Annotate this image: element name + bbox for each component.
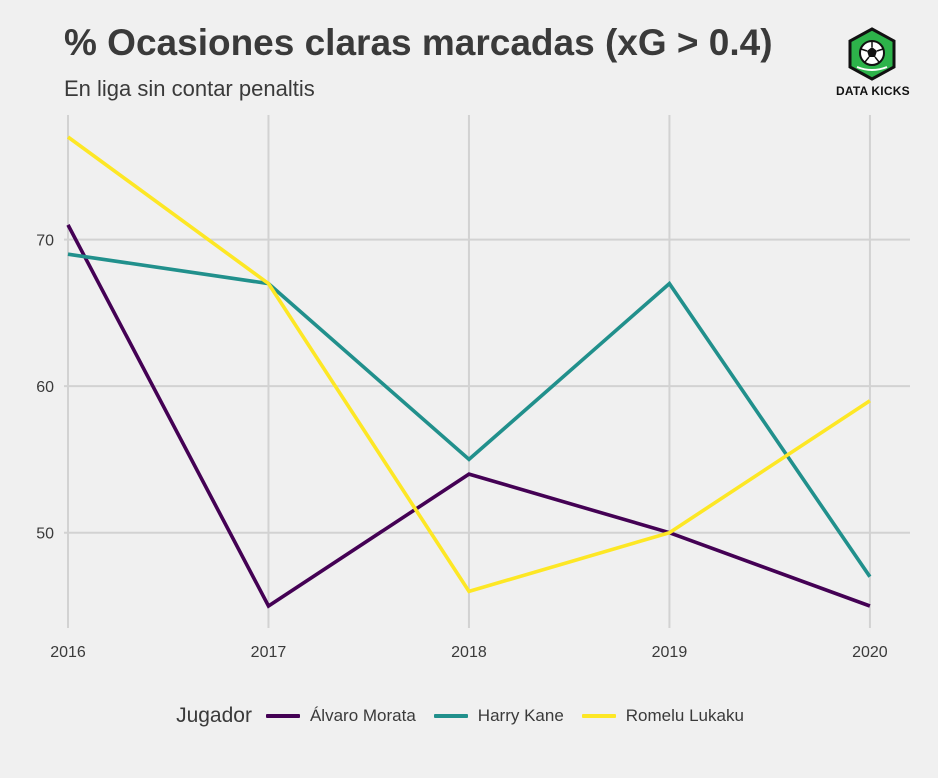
legend-swatch bbox=[581, 714, 616, 718]
x-tick-label: 2019 bbox=[652, 644, 688, 661]
legend-label: Álvaro Morata bbox=[309, 706, 416, 725]
line-chart: 50 60 70 2016 2017 2018 2019 2020 bbox=[36, 115, 910, 661]
series-line-romelu-lukaku bbox=[66, 135, 871, 594]
legend-title: Jugador bbox=[176, 704, 252, 727]
legend-item-romelu-lukaku: Romelu Lukaku bbox=[581, 706, 744, 726]
grid-lines bbox=[64, 115, 910, 628]
logo-label: DATA KICKS bbox=[836, 84, 910, 98]
series-lines bbox=[66, 135, 872, 609]
y-tick-label: 50 bbox=[36, 526, 54, 543]
soccer-ball-hexagon-icon bbox=[848, 27, 896, 81]
x-tick-label: 2020 bbox=[852, 644, 888, 661]
y-axis-tick-labels: 50 60 70 bbox=[36, 233, 54, 543]
series-line-alvaro-morata bbox=[66, 224, 871, 609]
y-tick-label: 70 bbox=[36, 233, 54, 250]
legend-label: Harry Kane bbox=[477, 706, 564, 725]
legend: Jugador Álvaro Morata Harry Kane Romelu Lu… bbox=[0, 704, 938, 728]
x-tick-label: 2016 bbox=[50, 644, 86, 661]
chart-subtitle: En liga sin contar penaltis bbox=[64, 76, 315, 101]
x-tick-label: 2018 bbox=[451, 644, 487, 661]
x-axis-tick-labels: 2016 2017 2018 2019 2020 bbox=[50, 644, 888, 661]
x-tick-label: 2017 bbox=[251, 644, 287, 661]
legend-label: Romelu Lukaku bbox=[625, 706, 744, 725]
data-kicks-logo: DATA KICKS bbox=[836, 26, 910, 102]
chart-title: % Ocasiones claras marcadas (xG > 0.4) bbox=[64, 22, 773, 63]
legend-item-alvaro-morata: Álvaro Morata bbox=[265, 706, 416, 726]
legend-swatch bbox=[433, 714, 468, 718]
legend-swatch bbox=[265, 714, 300, 718]
series-line-harry-kane bbox=[67, 252, 872, 578]
legend-item-harry-kane: Harry Kane bbox=[433, 706, 564, 726]
legend-items: Álvaro Morata Harry Kane Romelu Lukaku bbox=[265, 706, 762, 726]
y-tick-label: 60 bbox=[36, 379, 54, 396]
